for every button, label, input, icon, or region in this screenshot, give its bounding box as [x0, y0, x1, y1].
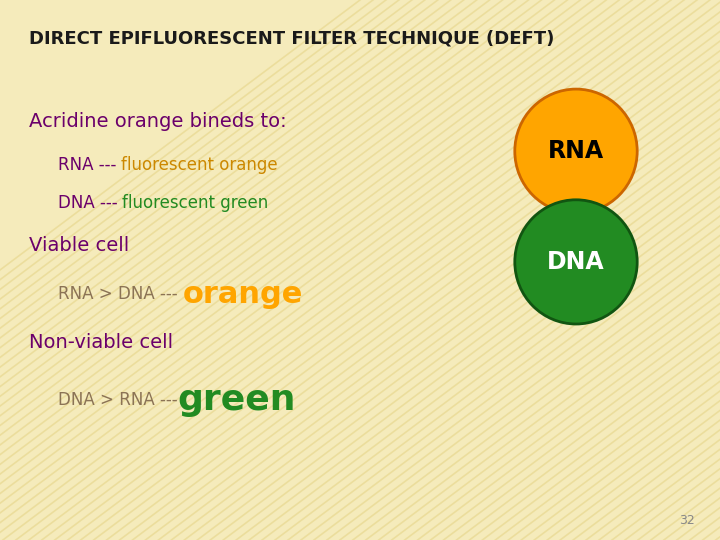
Text: DNA: DNA	[547, 250, 605, 274]
Text: DIRECT EPIFLUORESCENT FILTER TECHNIQUE (DEFT): DIRECT EPIFLUORESCENT FILTER TECHNIQUE (…	[29, 30, 554, 48]
Text: RNA ---: RNA ---	[58, 156, 121, 174]
Text: Viable cell: Viable cell	[29, 236, 129, 255]
Text: DNA ---: DNA ---	[58, 193, 122, 212]
Text: RNA > DNA ---: RNA > DNA ---	[58, 285, 182, 303]
Text: RNA: RNA	[548, 139, 604, 163]
Text: orange: orange	[182, 280, 303, 309]
Text: Acridine orange bineds to:: Acridine orange bineds to:	[29, 112, 287, 131]
Text: DNA > RNA ---: DNA > RNA ---	[58, 390, 177, 409]
Text: Non-viable cell: Non-viable cell	[29, 333, 173, 353]
Text: fluorescent green: fluorescent green	[122, 193, 269, 212]
Text: fluorescent orange: fluorescent orange	[121, 156, 278, 174]
Ellipse shape	[515, 200, 637, 324]
Ellipse shape	[515, 89, 637, 213]
Text: green: green	[177, 383, 296, 416]
Text: 32: 32	[679, 514, 695, 526]
